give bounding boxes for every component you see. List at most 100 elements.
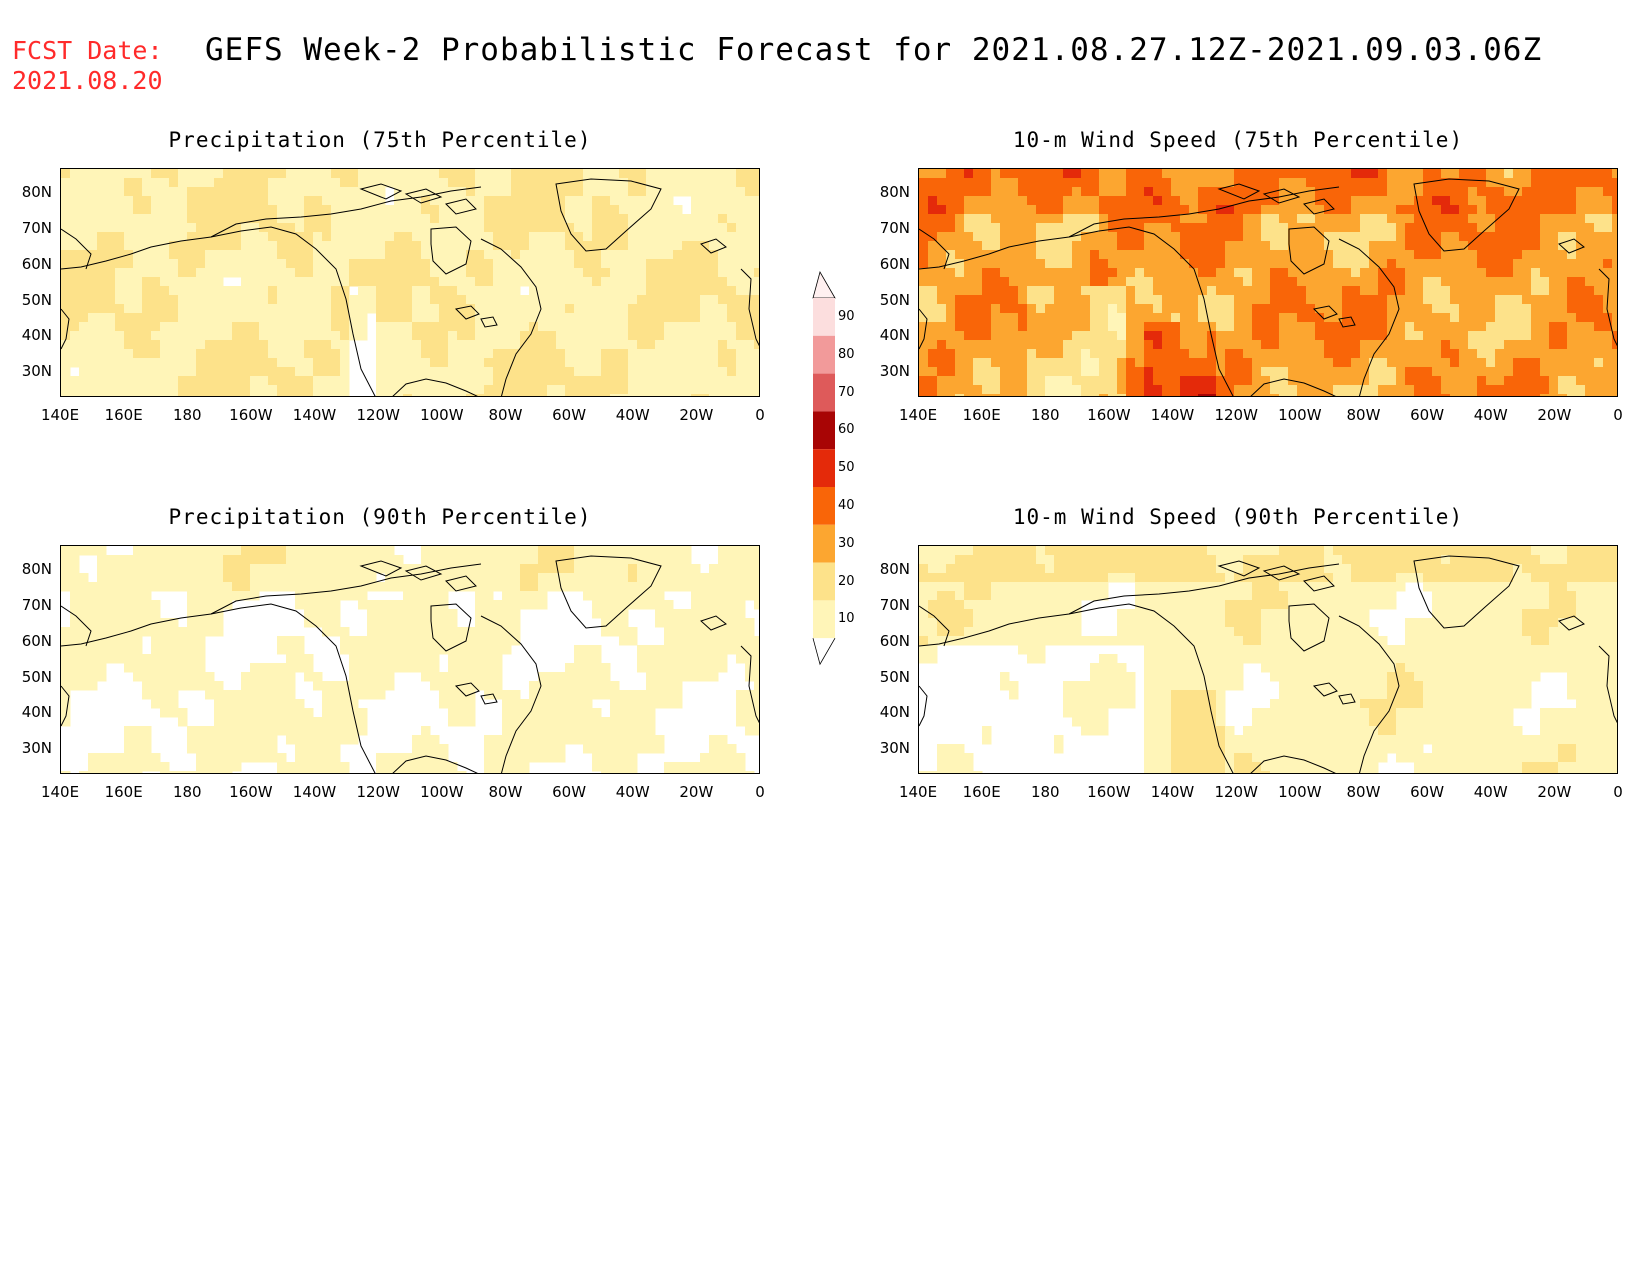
- shading-layer: [919, 546, 1617, 773]
- coastline: [919, 605, 950, 727]
- map-svg: [61, 169, 759, 396]
- coastline: [454, 305, 498, 328]
- lon-tick-label: 40W: [615, 406, 650, 424]
- colorbar-band: [813, 600, 835, 639]
- panel-precip-90: Precipitation (90th Percentile) 80N 70N 60…: [0, 505, 765, 835]
- lon-tick-label: 140E: [898, 406, 938, 424]
- lat-tick-label: 50N: [879, 668, 910, 686]
- lon-tick-label: 80W: [1346, 406, 1381, 424]
- colorbar-top-triangle: [812, 270, 836, 299]
- lon-tick-label: 180: [172, 406, 202, 424]
- coastline-layer: [61, 555, 759, 773]
- coastline: [454, 682, 498, 705]
- colorbar-svg: [812, 270, 836, 666]
- coastline: [1250, 378, 1336, 396]
- lon-tick-label: 140W: [1150, 406, 1195, 424]
- lon-tick-label: 160W: [229, 406, 273, 424]
- lon-tick-label: 140W: [1150, 783, 1195, 801]
- panel-title: Precipitation (75th Percentile): [168, 128, 592, 152]
- lat-tick-label: 50N: [879, 291, 910, 309]
- lon-tick-label: 100W: [1278, 783, 1322, 801]
- lon-tick-label: 160W: [1087, 406, 1131, 424]
- coastline: [1338, 615, 1400, 773]
- colorbar-band: [813, 335, 835, 374]
- coastline: [919, 226, 1234, 396]
- coastline: [430, 226, 472, 275]
- colorbar: 10 20 30 40 50 60 70 80 90: [800, 270, 890, 690]
- panel-title: 10-m Wind Speed (75th Percentile): [1012, 128, 1464, 152]
- lon-tick-label: 180: [1030, 783, 1060, 801]
- lat-tick-label: 40N: [879, 703, 910, 721]
- lon-tick-label: 180: [172, 783, 202, 801]
- lon-tick-label: 40W: [1473, 406, 1508, 424]
- lon-tick-label: 120W: [1214, 783, 1258, 801]
- coastline: [1312, 682, 1356, 705]
- lon-tick-label: 0: [755, 783, 765, 801]
- lon-tick-label: 140E: [40, 406, 80, 424]
- lon-tick-label: 100W: [420, 783, 464, 801]
- map-svg: [919, 546, 1617, 773]
- fcst-date-label: FCST Date:: [12, 36, 163, 65]
- coastline: [919, 228, 950, 350]
- lat-tick-label: 30N: [21, 739, 52, 757]
- coastline: [61, 228, 92, 350]
- colorbar-label: 20: [838, 573, 855, 589]
- lon-tick-label: 60W: [1410, 406, 1445, 424]
- coastline: [61, 605, 92, 727]
- lon-tick-label: 160W: [1087, 783, 1131, 801]
- lon-tick-label: 60W: [552, 406, 587, 424]
- lon-tick-label: 160E: [962, 783, 1001, 801]
- lon-tick-label: 120W: [356, 406, 400, 424]
- colorbar-band: [813, 373, 835, 412]
- colorbar-band: [813, 411, 835, 450]
- lat-tick-label: 60N: [879, 632, 910, 650]
- colorbar-label: 80: [838, 346, 855, 362]
- lat-tick-label: 70N: [21, 596, 52, 614]
- coastline: [480, 238, 542, 396]
- lon-tick-label: 80W: [1346, 783, 1381, 801]
- coastline: [392, 755, 478, 773]
- panel-title: 10-m Wind Speed (90th Percentile): [1012, 505, 1464, 529]
- main-title: GEFS Week-2 Probabilistic Forecast for 2…: [205, 32, 1543, 68]
- map-precip-90: [60, 545, 760, 774]
- lon-tick-label: 160E: [104, 783, 143, 801]
- map-svg: [61, 546, 759, 773]
- shading-layer: [61, 546, 759, 773]
- map-wind-90: [918, 545, 1618, 774]
- shading-layer: [61, 169, 759, 396]
- coastline-layer: [919, 555, 1617, 773]
- colorbar-label: 50: [838, 460, 855, 476]
- coastline: [1250, 755, 1336, 773]
- panel-precip-75: Precipitation (75th Percentile) 80N 70N 60…: [0, 128, 765, 458]
- coastline: [1413, 178, 1520, 252]
- lat-tick-label: 70N: [879, 219, 910, 237]
- colorbar-band: [813, 487, 835, 525]
- colorbar-band: [813, 449, 835, 487]
- lon-tick-label: 0: [1613, 406, 1623, 424]
- lat-tick-label: 40N: [879, 326, 910, 344]
- lat-tick-label: 30N: [21, 362, 52, 380]
- lon-tick-label: 20W: [1537, 406, 1572, 424]
- lon-tick-label: 140W: [292, 783, 337, 801]
- lat-tick-label: 50N: [21, 668, 52, 686]
- lon-tick-label: 120W: [356, 783, 400, 801]
- colorbar-label: 70: [838, 384, 855, 400]
- lon-tick-label: 140W: [292, 406, 337, 424]
- coastline: [1312, 305, 1356, 328]
- coastline: [700, 615, 759, 724]
- colorbar-label: 10: [838, 611, 855, 627]
- lat-tick-label: 60N: [21, 632, 52, 650]
- lon-tick-label: 40W: [615, 783, 650, 801]
- lat-tick-label: 70N: [879, 596, 910, 614]
- lon-tick-label: 20W: [679, 783, 714, 801]
- lat-tick-label: 60N: [879, 255, 910, 273]
- coastline: [555, 555, 662, 629]
- lon-tick-label: 160E: [104, 406, 143, 424]
- coastline: [480, 615, 542, 773]
- lon-tick-label: 0: [755, 406, 765, 424]
- lon-tick-label: 60W: [552, 783, 587, 801]
- colorbar-band: [813, 562, 835, 601]
- coastline: [1338, 238, 1400, 396]
- lat-tick-label: 80N: [21, 183, 52, 201]
- lat-tick-label: 50N: [21, 291, 52, 309]
